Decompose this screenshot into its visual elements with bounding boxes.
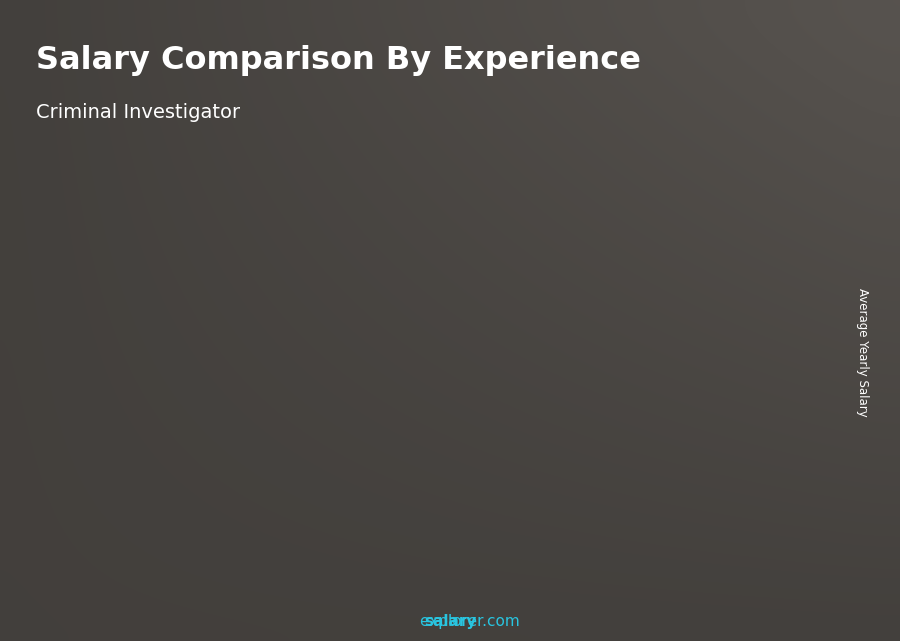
- Bar: [721, 194, 788, 570]
- Bar: [734, 61, 824, 65]
- Bar: [273, 362, 279, 570]
- Bar: [594, 211, 661, 570]
- Text: 126,000 USD: 126,000 USD: [579, 187, 670, 201]
- Bar: [734, 86, 824, 90]
- Bar: [467, 242, 533, 248]
- Text: 115,000 USD: 115,000 USD: [452, 219, 543, 232]
- Bar: [734, 94, 824, 98]
- Bar: [400, 299, 406, 570]
- Bar: [721, 194, 788, 201]
- Text: Criminal Investigator: Criminal Investigator: [36, 103, 240, 122]
- Bar: [734, 90, 824, 94]
- Text: 95,100 USD: 95,100 USD: [325, 275, 407, 289]
- Text: Salary Comparison By Experience: Salary Comparison By Experience: [36, 45, 641, 76]
- Bar: [212, 362, 279, 365]
- Bar: [212, 362, 279, 570]
- Bar: [654, 211, 661, 570]
- Text: +30%: +30%: [279, 263, 339, 281]
- Bar: [734, 98, 824, 103]
- Bar: [594, 211, 661, 217]
- Bar: [782, 194, 788, 570]
- Bar: [734, 65, 824, 69]
- Bar: [146, 415, 152, 570]
- Bar: [340, 299, 406, 304]
- Text: +21%: +21%: [406, 200, 467, 219]
- Bar: [86, 415, 152, 570]
- Text: 54,500 USD: 54,500 USD: [70, 391, 152, 405]
- Bar: [734, 81, 824, 86]
- Text: explorer.com: explorer.com: [381, 615, 519, 629]
- Bar: [734, 78, 824, 81]
- Bar: [527, 242, 533, 570]
- Text: 73,200 USD: 73,200 USD: [197, 338, 280, 352]
- Bar: [467, 242, 533, 570]
- Text: +34%: +34%: [152, 316, 212, 335]
- Text: salary: salary: [424, 615, 476, 629]
- Bar: [734, 48, 824, 53]
- Bar: [86, 415, 152, 418]
- Text: +5%: +5%: [667, 135, 715, 154]
- Text: +9%: +9%: [540, 160, 588, 179]
- Bar: [734, 69, 824, 73]
- Text: 132,000 USD: 132,000 USD: [706, 170, 797, 184]
- Bar: [340, 299, 406, 570]
- Bar: [734, 56, 824, 61]
- Bar: [734, 73, 824, 78]
- Bar: [734, 48, 768, 73]
- Text: Average Yearly Salary: Average Yearly Salary: [856, 288, 868, 417]
- Bar: [734, 53, 824, 56]
